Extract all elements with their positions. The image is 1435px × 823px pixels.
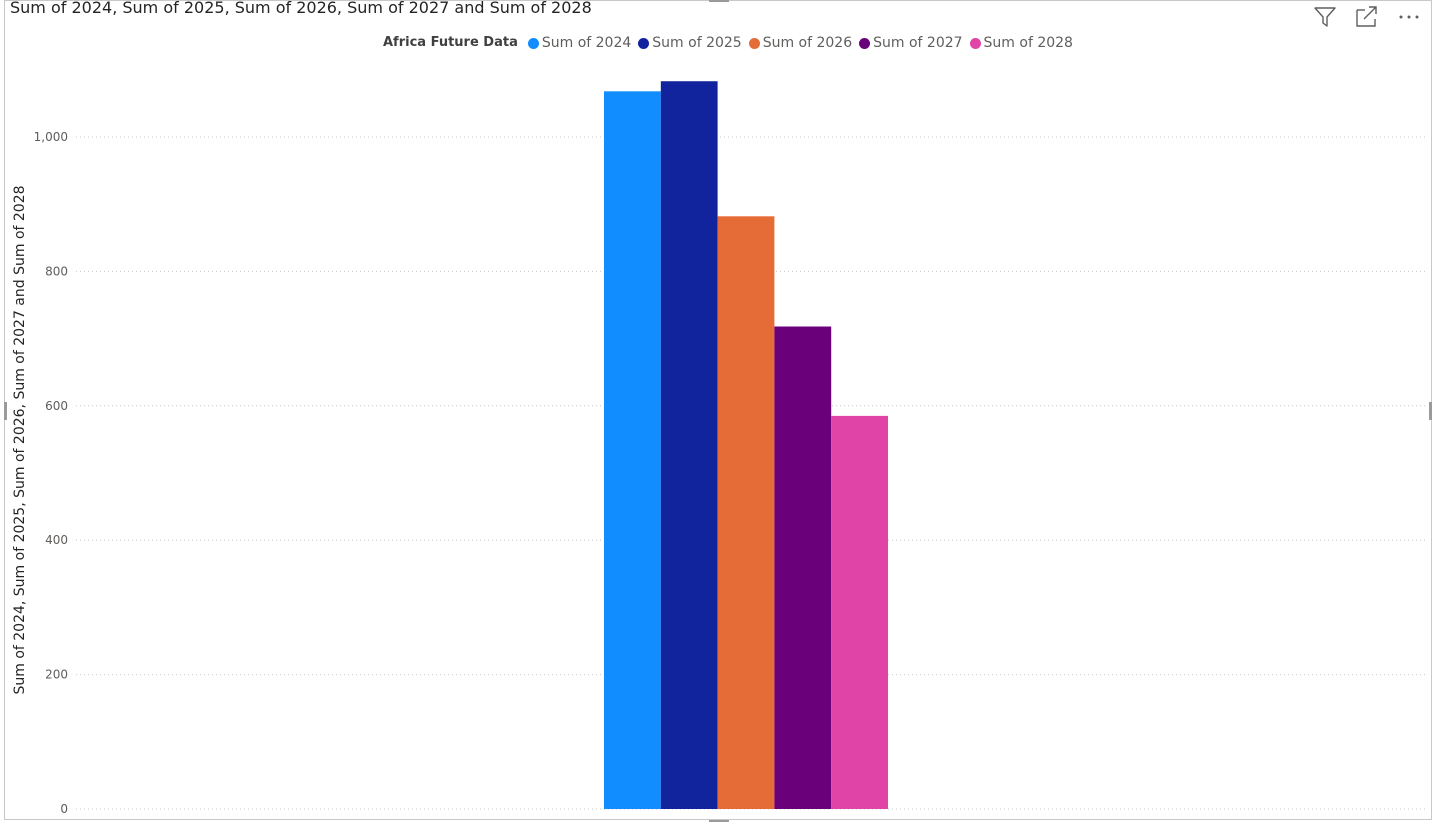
legend-item-2026[interactable]: Sum of 2026 bbox=[748, 33, 853, 53]
visual-title: Sum of 2024, Sum of 2025, Sum of 2026, S… bbox=[10, 0, 592, 17]
resize-handle-left[interactable] bbox=[4, 402, 7, 420]
y-tick-label: 1,000 bbox=[34, 130, 68, 144]
chart-legend: Africa Future Data Sum of 2024 Sum of 20… bbox=[383, 33, 1080, 53]
legend-label: Sum of 2027 bbox=[873, 35, 963, 51]
legend-label: Sum of 2028 bbox=[983, 35, 1073, 51]
legend-marker bbox=[969, 37, 981, 49]
resize-handle-top[interactable] bbox=[709, 0, 729, 2]
focus-mode-icon[interactable] bbox=[1355, 6, 1379, 28]
resize-handle-bottom[interactable] bbox=[709, 820, 729, 822]
legend-marker bbox=[527, 37, 539, 49]
legend-title: Africa Future Data bbox=[383, 35, 518, 50]
legend-item-2025[interactable]: Sum of 2025 bbox=[638, 33, 742, 53]
y-tick-label: 600 bbox=[45, 399, 68, 413]
bar-sum-of-2027[interactable] bbox=[774, 326, 832, 809]
legend-label: Sum of 2026 bbox=[762, 35, 853, 51]
legend-marker bbox=[638, 37, 650, 49]
legend-item-2028[interactable]: Sum of 2028 bbox=[969, 33, 1073, 53]
legend-label: Sum of 2024 bbox=[541, 35, 632, 51]
legend-label: Sum of 2025 bbox=[652, 35, 742, 51]
y-tick-label: 0 bbox=[60, 802, 68, 816]
legend-item-2024[interactable]: Sum of 2024 bbox=[527, 33, 632, 53]
y-tick-label: 400 bbox=[45, 533, 68, 547]
bar-sum-of-2025[interactable] bbox=[660, 81, 718, 809]
y-tick-label: 200 bbox=[45, 668, 68, 682]
filter-icon[interactable] bbox=[1313, 6, 1337, 28]
more-options-icon[interactable] bbox=[1397, 6, 1421, 28]
bar-sum-of-2024[interactable] bbox=[604, 91, 661, 809]
legend-item-2027[interactable]: Sum of 2027 bbox=[859, 33, 963, 53]
legend-marker bbox=[748, 37, 760, 49]
bar-sum-of-2028[interactable] bbox=[831, 415, 888, 809]
legend-marker bbox=[859, 37, 871, 49]
bar-sum-of-2026[interactable] bbox=[717, 216, 775, 809]
visual-header-toolbar bbox=[1313, 6, 1421, 28]
y-tick-label: 800 bbox=[45, 264, 68, 278]
resize-handle-right[interactable] bbox=[1429, 402, 1432, 420]
